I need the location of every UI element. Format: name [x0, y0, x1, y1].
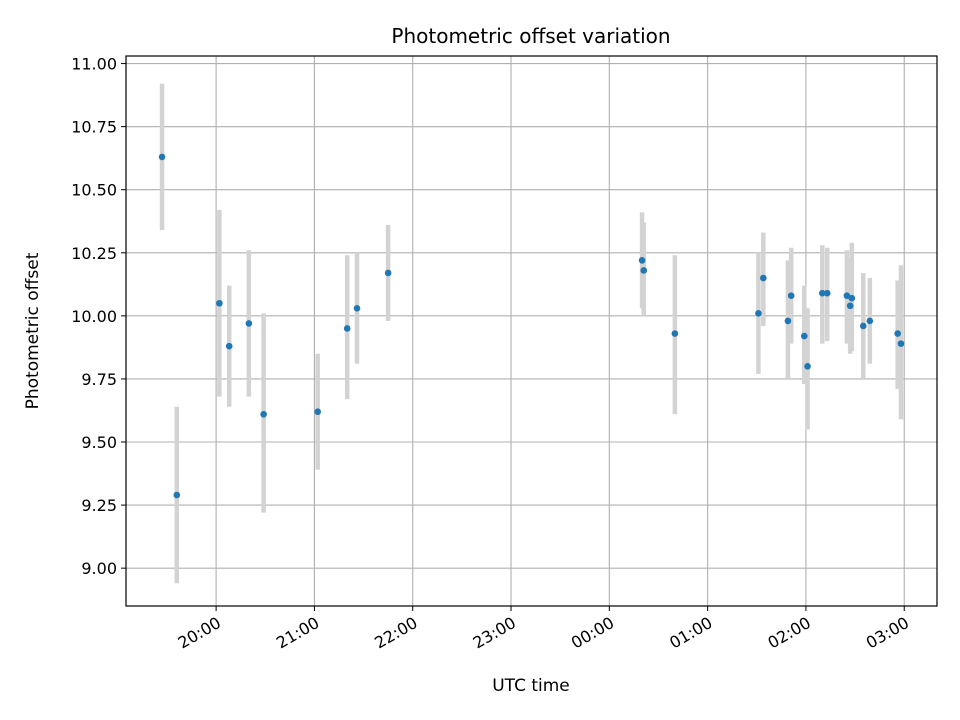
data-point [843, 292, 851, 299]
data-point [158, 153, 166, 161]
data-point [343, 325, 351, 332]
y-tick-label: 11.00 [71, 55, 117, 74]
data-point [755, 310, 762, 317]
data-point [260, 410, 267, 418]
data-point [823, 289, 831, 297]
data-point [640, 267, 648, 274]
data-point [800, 332, 808, 340]
y-tick-label: 9.25 [81, 496, 117, 515]
data-point [638, 257, 646, 264]
y-tick-label: 10.00 [71, 307, 117, 326]
chart-title: Photometric offset variation [391, 24, 670, 48]
data-point [819, 289, 826, 297]
data-points [158, 153, 905, 499]
data-point [671, 330, 679, 337]
data-point [245, 320, 253, 327]
data-point [804, 363, 811, 370]
data-point [314, 408, 321, 416]
data-point [866, 317, 874, 325]
data-point [848, 294, 856, 302]
data-point [784, 317, 792, 325]
data-point [846, 302, 854, 310]
y-tick-label: 10.25 [71, 244, 117, 263]
data-point [353, 304, 361, 312]
x-axis-label: UTC time [492, 676, 570, 696]
grid [126, 56, 937, 606]
data-point [216, 299, 223, 307]
data-point [384, 269, 392, 277]
data-point [760, 274, 767, 282]
data-point [897, 340, 905, 347]
y-axis-ticks: 9.00 9.25 9.50 9.75 10.00 10.25 10.50 10.75 11.0… [71, 55, 126, 578]
data-point [225, 342, 233, 350]
y-tick-label: 9.00 [81, 559, 117, 578]
plot-frame [125, 55, 938, 607]
y-tick-label: 9.50 [81, 433, 117, 452]
data-point [859, 322, 867, 330]
y-tick-label: 9.75 [81, 370, 117, 389]
y-axis-label: Photometric offset [23, 252, 43, 409]
y-tick-label: 10.50 [71, 181, 117, 200]
y-tick-label: 10.75 [71, 118, 117, 137]
data-point [787, 292, 795, 299]
data-point [894, 330, 901, 337]
data-point [173, 491, 181, 499]
